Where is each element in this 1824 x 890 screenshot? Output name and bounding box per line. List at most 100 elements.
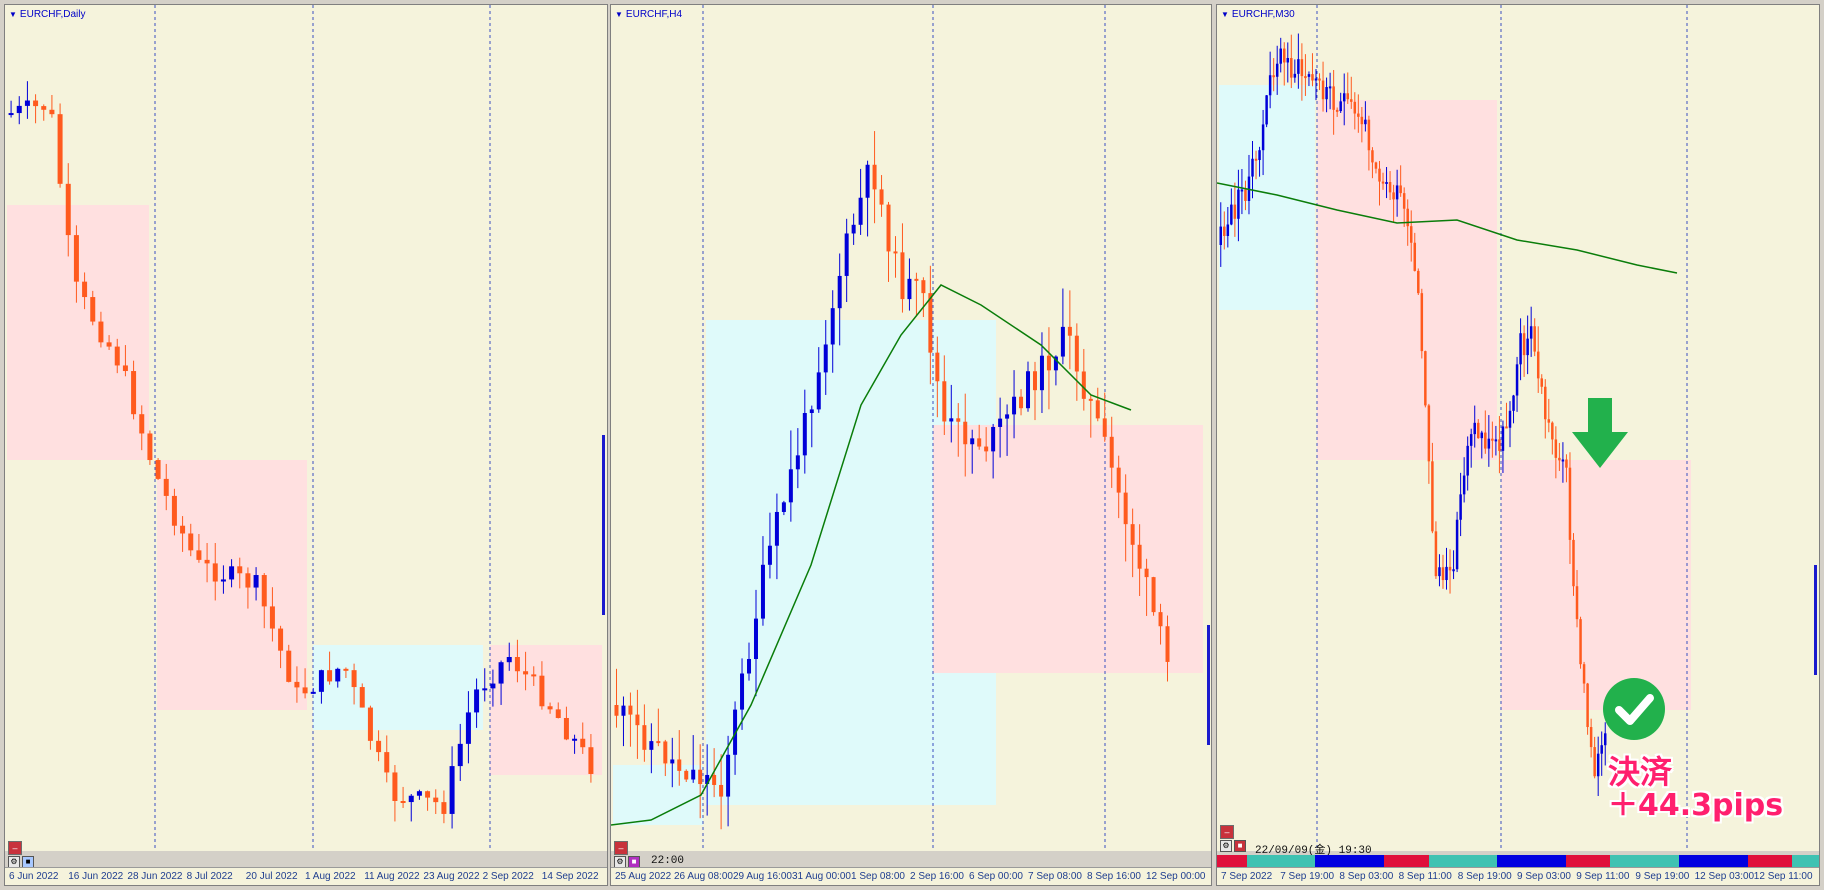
candle-body [1462,475,1466,495]
chart-window-h4[interactable]: ▼ EURCHF,H4 – ⚙ ■ 22:00 25 Aug 2022 26 Aug… [610,4,1212,886]
candle-body [482,688,488,691]
square-icon[interactable]: ■ [1234,840,1246,852]
candle-body [872,164,877,190]
session-segment [1566,855,1611,869]
candle-body [286,650,292,682]
scroll-indicator[interactable] [1207,625,1210,745]
candle-body [865,164,870,198]
x-axis-tick-label: 7 Sep 08:00 [1028,871,1082,882]
scroll-indicator[interactable] [602,435,605,615]
candle-body [163,478,169,496]
chart-window-m30[interactable]: ▼ EURCHF,M30 – ⚙ ■ 22/09/09(金) 19:30 7 Se… [1216,4,1820,886]
candle-body [1487,438,1491,449]
candle-body [327,670,333,682]
candle-body [970,438,975,445]
candle-body [1572,539,1575,587]
dropdown-triangle-icon[interactable]: ▼ [9,10,17,19]
current-time-label: 22:00 [651,855,685,867]
candlestick-chart-daily[interactable] [5,5,607,867]
candle-body [588,747,594,774]
candle-body [302,687,308,694]
candle-body [1568,467,1572,540]
candle-body [335,668,341,682]
candle-body [465,712,471,744]
x-axis-tick-label: 11 Aug 2022 [364,871,420,882]
candle-body [1508,410,1512,428]
candle-body [425,791,431,798]
candle-body [1484,432,1487,449]
candle-body [1123,492,1128,525]
scroll-indicator[interactable] [1814,565,1817,675]
trade-panel-icon[interactable]: – [8,841,22,855]
candle-body [1046,355,1051,371]
candle-body [49,109,55,115]
candle-body [1293,73,1297,78]
trade-panel-icon[interactable]: – [1220,825,1234,839]
x-axis-tick-label: 6 Sep 00:00 [969,871,1023,882]
x-axis-tick-label: 1 Sep 08:00 [851,871,905,882]
demand-zone [313,645,483,730]
candle-body [747,659,752,674]
candle-body [1565,459,1568,468]
session-segment [1748,855,1793,869]
candle-body [698,769,703,785]
candle-body [614,705,619,716]
candle-body [684,770,689,780]
candle-body [1095,400,1100,419]
candle-body [1342,93,1346,102]
supply-zone [1317,100,1497,460]
settings-icon[interactable]: ⚙ [614,856,626,868]
candle-body [196,550,202,560]
candle-body [318,670,324,692]
candle-body [1596,753,1600,777]
candle-body [1402,193,1406,209]
result-label: 決済 [1608,753,1673,791]
x-axis-tick-label: 14 Sep 2022 [541,871,599,882]
session-segment [1246,855,1316,869]
candle-body [1561,459,1565,462]
dropdown-triangle-icon[interactable]: ▼ [1221,10,1229,19]
candle-body [1258,150,1261,161]
candle-body [1480,432,1484,439]
candle-body [1233,204,1237,219]
candle-body [1307,74,1311,77]
candle-body [1279,48,1282,64]
candle-body [1586,683,1589,728]
supply-zone [933,425,1203,673]
session-segment [1610,855,1680,869]
candle-body [1230,204,1233,225]
candle-body [474,689,480,713]
dropdown-triangle-icon[interactable]: ▼ [615,10,623,19]
check-mark-icon [1615,694,1654,725]
x-axis-tick-label: 2 Sep 16:00 [910,871,964,882]
x-axis-tick-label: 28 Jun 2022 [127,871,183,882]
candle-body [1477,422,1480,439]
candle-body [830,308,835,345]
candle-body [204,559,210,564]
session-segment [1217,855,1247,869]
candle-body [1395,185,1399,200]
candle-body [1575,586,1579,620]
candle-body [261,575,267,607]
candle-body [1304,76,1307,79]
candle-body [642,725,647,750]
x-axis-tick-label: 9 Sep 11:00 [1576,871,1630,882]
trade-panel-icon[interactable]: – [614,841,628,855]
candle-body [984,446,989,452]
session-segment [1792,855,1820,869]
candle-body [1424,351,1427,406]
candle-body [1109,436,1114,468]
candlestick-chart-h4[interactable] [611,5,1211,867]
candle-body [1272,75,1275,78]
candle-body [245,573,251,588]
candle-body [774,511,779,546]
candle-body [294,681,300,688]
x-axis-tick-label: 8 Sep 11:00 [1398,871,1452,882]
candle-body [914,278,919,281]
chart-window-daily[interactable]: ▼ EURCHF,Daily – ⚙ ■ 6 Jun 2022 16 Jun 202… [4,4,608,886]
settings-icon[interactable]: ⚙ [1220,840,1232,852]
candle-body [719,784,724,797]
candle-body [1522,333,1526,356]
candle-body [555,709,561,718]
candlestick-chart-m30[interactable] [1217,5,1819,867]
